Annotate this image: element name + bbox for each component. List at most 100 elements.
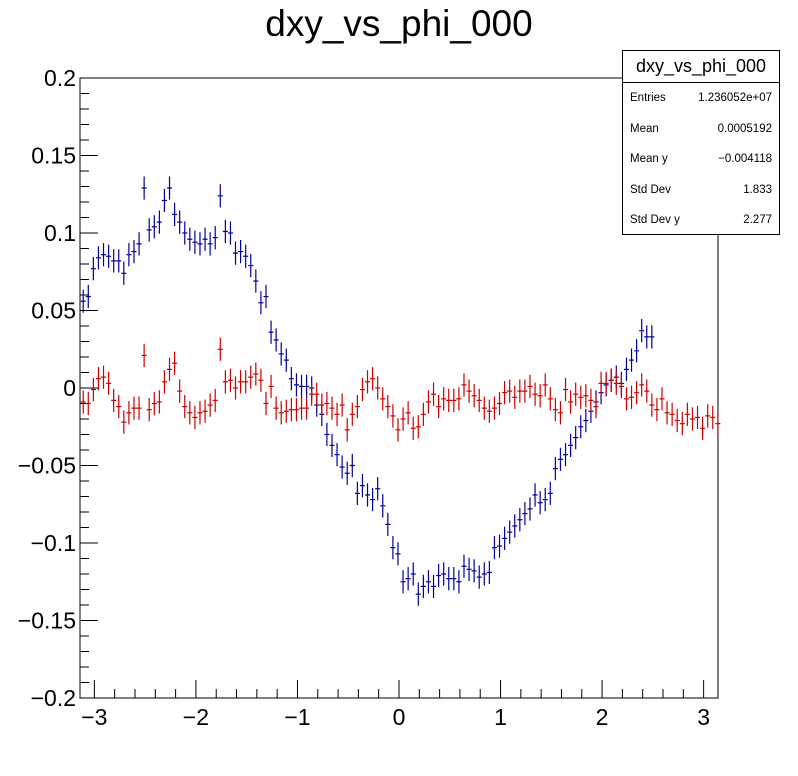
data-point — [689, 407, 695, 431]
stat-value: 1.833 — [743, 183, 772, 196]
data-point — [684, 402, 690, 426]
data-point — [126, 401, 132, 425]
data-point — [578, 385, 584, 409]
data-point — [375, 477, 381, 501]
data-point — [430, 574, 437, 599]
data-point — [161, 188, 167, 213]
data-point — [344, 418, 350, 442]
data-point — [212, 388, 218, 413]
data-point — [156, 210, 162, 234]
data-point — [258, 368, 264, 392]
y-tick-label: −0.1 — [31, 530, 76, 556]
data-point — [192, 230, 198, 254]
data-point — [273, 396, 279, 420]
data-point — [664, 401, 670, 425]
y-tick-label: 0 — [63, 375, 76, 401]
data-point — [238, 370, 244, 394]
stat-label: Std Dev y — [630, 214, 680, 227]
data-point — [177, 379, 183, 403]
data-point — [436, 394, 442, 419]
data-point — [456, 387, 462, 411]
data-point — [618, 374, 624, 399]
data-point — [441, 562, 447, 586]
data-point — [669, 402, 675, 426]
stats-row-entries: Entries 1.236052e+07 — [623, 83, 779, 114]
data-point — [212, 226, 218, 250]
data-point — [253, 269, 259, 293]
series-layer — [80, 176, 721, 606]
data-point — [243, 244, 249, 268]
data-point — [410, 562, 416, 586]
data-point — [370, 367, 376, 391]
data-point — [410, 416, 416, 440]
data-point — [512, 514, 518, 538]
stats-row-mean-y: Mean y −0.004118 — [623, 144, 779, 175]
data-point — [573, 425, 579, 450]
data-point — [329, 396, 335, 420]
data-point — [197, 401, 203, 425]
data-point — [146, 218, 152, 242]
data-point — [131, 239, 137, 264]
data-point — [232, 376, 239, 400]
x-tick-label: −3 — [81, 704, 107, 730]
stat-value: 0.0005192 — [717, 122, 772, 135]
data-point — [116, 394, 122, 419]
data-point — [527, 497, 533, 521]
stat-label: Mean — [630, 122, 659, 135]
data-point — [273, 328, 279, 352]
data-point — [451, 567, 457, 591]
data-point — [694, 405, 701, 430]
data-point — [593, 394, 599, 419]
data-point — [527, 374, 533, 399]
data-point — [370, 487, 376, 512]
stat-value: 2.277 — [743, 214, 772, 227]
data-point — [481, 396, 487, 420]
data-point — [298, 374, 305, 399]
stat-value: 1.236052e+07 — [698, 92, 772, 104]
data-point — [172, 202, 178, 227]
data-point — [248, 365, 254, 389]
data-point — [502, 381, 508, 405]
data-point — [227, 368, 233, 392]
y-tick-label: 0.05 — [31, 298, 76, 324]
data-point — [293, 398, 299, 422]
data-point — [486, 560, 492, 585]
data-point — [314, 382, 320, 406]
data-point — [420, 574, 426, 599]
data-point — [207, 393, 213, 417]
data-point — [512, 385, 518, 409]
data-point — [583, 408, 589, 433]
x-tick-label: 0 — [393, 704, 406, 730]
stats-row-std-dev-y: Std Dev y 2.277 — [623, 205, 779, 236]
x-tick-label: 3 — [697, 704, 710, 730]
data-point — [583, 384, 589, 408]
data-point — [339, 455, 345, 479]
stats-row-mean: Mean 0.0005192 — [623, 114, 779, 145]
data-point — [644, 379, 650, 403]
stats-box: dxy_vs_phi_000 Entries 1.236052e+07 Mean… — [622, 50, 780, 235]
data-point — [100, 365, 107, 389]
data-point — [339, 393, 345, 417]
data-point — [380, 494, 386, 518]
data-point — [121, 261, 127, 285]
data-point — [263, 284, 269, 309]
data-point — [329, 433, 335, 457]
data-point — [502, 526, 508, 550]
data-point — [679, 412, 685, 436]
data-point — [182, 221, 188, 245]
series-blue — [80, 176, 655, 606]
data-point — [187, 227, 193, 251]
data-point — [634, 381, 640, 405]
data-point — [715, 412, 721, 436]
data-point — [304, 396, 310, 420]
data-point — [100, 243, 107, 267]
data-point — [562, 377, 569, 402]
data-point — [263, 391, 269, 416]
data-point — [304, 374, 310, 399]
data-point — [415, 415, 421, 439]
stat-label: Entries — [630, 92, 666, 104]
data-point — [95, 367, 101, 391]
data-point — [141, 343, 147, 368]
data-point — [476, 565, 482, 589]
data-point — [573, 382, 579, 406]
